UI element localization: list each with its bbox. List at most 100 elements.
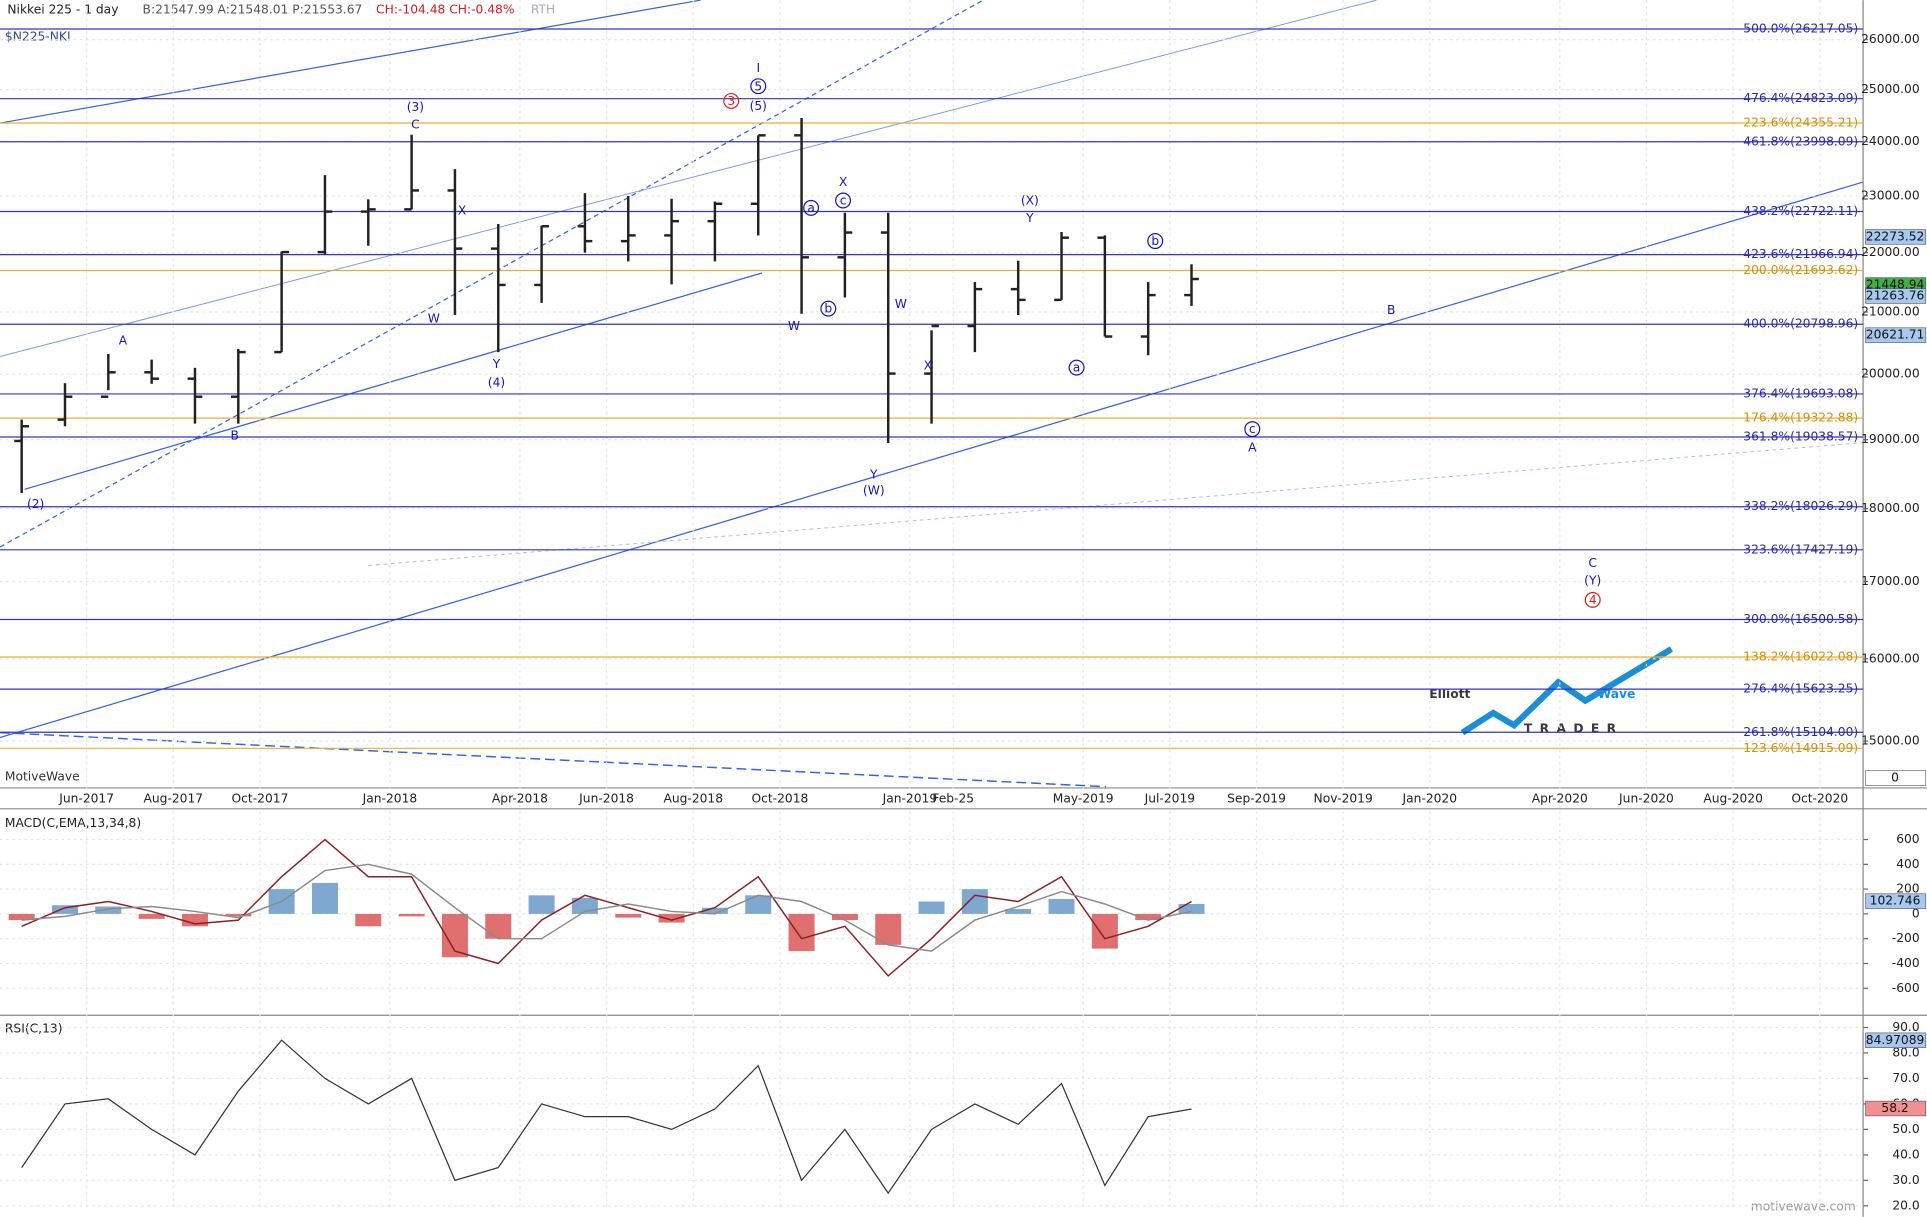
y-tick-label: 200 [1896, 882, 1919, 896]
x-tick-label: Jan-2018 [362, 791, 418, 805]
y-tick-label: 400 [1896, 857, 1919, 871]
y-tick-label: 70.0 [1892, 1071, 1919, 1085]
fib-level-label: 138.2%(16022.08) [1743, 650, 1858, 664]
y-tick-label: -600 [1892, 981, 1920, 995]
x-tick-label: Aug-2020 [1703, 791, 1763, 805]
price-tag [1865, 229, 1927, 245]
histogram-bar [1005, 908, 1032, 914]
wave-circle [750, 78, 767, 95]
histogram-bar [701, 907, 728, 914]
logo: Elliott Wave TRADER [1429, 646, 1673, 735]
macd-line [21, 838, 1192, 977]
wave-label: Y [1025, 211, 1034, 225]
wave-label: B [1387, 303, 1395, 317]
wave-label: W [788, 319, 800, 333]
histogram-bar [831, 913, 858, 921]
wave-label: B [231, 428, 239, 442]
logo-word: Elliott [1429, 687, 1470, 701]
price-tag [1865, 288, 1927, 304]
histogram-bar [658, 913, 685, 923]
wave-label: c [1249, 422, 1256, 436]
wave-label: (3) [407, 100, 424, 114]
histogram-bar [961, 889, 988, 914]
y-tick-label: 23000.00 [1861, 188, 1920, 202]
wave-label: (X) [1021, 194, 1039, 208]
y-tick-label: 20000.00 [1861, 367, 1920, 381]
fib-level-label: 123.6%(14915.09) [1743, 741, 1858, 755]
wave-label: 3 [727, 94, 735, 108]
fib-level-label: 276.4%(15623.25) [1743, 682, 1858, 696]
x-tick-label: Jul-2019 [1144, 791, 1195, 805]
y-tick-label: 600 [1896, 832, 1919, 846]
wave-label: C [1588, 556, 1597, 570]
wave-label: c [840, 194, 847, 208]
brand: MotiveWave [5, 769, 80, 783]
histogram-bar [485, 913, 512, 939]
wave-label: I [756, 61, 760, 75]
y-tick-label: -400 [1892, 956, 1920, 970]
wave-circle [803, 199, 820, 216]
wave-label: (W) [863, 484, 885, 498]
x-tick-label: Feb-25 [932, 791, 974, 805]
pane-title: RSI(C,13) [5, 1021, 63, 1035]
price-tag [1865, 893, 1927, 909]
histogram-bar [1178, 903, 1205, 914]
wave-label: (Y) [1584, 573, 1601, 587]
price-tag [1865, 327, 1927, 343]
histogram-bar [225, 913, 252, 917]
y-tick-label: -200 [1892, 931, 1920, 945]
y-tick-label: 24000.00 [1861, 134, 1920, 148]
x-tick-label: Apr-2020 [1532, 791, 1588, 805]
wave-label: b [824, 302, 832, 316]
wave-label: (2) [27, 497, 44, 511]
price-tag-label: 22273.52 [1866, 229, 1925, 243]
x-tick-label: Jan-2020 [1402, 791, 1458, 805]
histogram-bar [745, 895, 772, 914]
header-quote: B:21547.99 A:21548.01 P:21553.67 [143, 2, 363, 16]
wave-label: (5) [750, 99, 767, 113]
price-tag-label: 20621.71 [1866, 328, 1925, 342]
histogram-bar [615, 913, 642, 918]
price-tag-label: 102.746 [1870, 894, 1921, 908]
fib-level-label: 476.4%(24823.09) [1743, 91, 1858, 105]
y-tick-label: 40.0 [1892, 1147, 1919, 1161]
wave-label: (4) [488, 375, 505, 389]
fib-level-label: 261.8%(15104.00) [1743, 725, 1858, 739]
wave-label: 5 [754, 79, 762, 93]
logo-word: TRADER [1524, 721, 1624, 735]
x-tick-label: May-2019 [1053, 791, 1114, 805]
wave-label: Y [869, 468, 878, 482]
header-title: Nikkei 225 - 1 day [7, 2, 118, 16]
fib-level-label: 361.8%(19038.57) [1743, 430, 1858, 444]
histogram-bar [1135, 913, 1162, 921]
histogram-bar [8, 913, 35, 921]
header-session: RTH [531, 2, 555, 16]
histogram-bar [95, 906, 122, 914]
wave-circle [820, 300, 837, 317]
x-tick-label: Oct-2020 [1791, 791, 1848, 805]
x-tick-label: Nov-2019 [1314, 791, 1373, 805]
wave-label: b [1151, 234, 1159, 248]
y-tick-label: 90.0 [1892, 1020, 1919, 1034]
y-tick-label: 16000.00 [1861, 651, 1920, 665]
trend-lines [0, 0, 1864, 788]
histogram-bar [1091, 913, 1118, 949]
macd-line [21, 863, 1192, 952]
y-tick-label: 30.0 [1892, 1173, 1919, 1187]
fib-level-label: 438.2%(22722.11) [1743, 204, 1858, 218]
price-tag-label: 58.2 [1881, 1101, 1908, 1115]
histogram-bar [398, 913, 425, 917]
fib-level-label: 461.8%(23998.09) [1743, 134, 1858, 148]
y-tick-label: 15000.00 [1861, 734, 1920, 748]
price-tag [1865, 770, 1927, 786]
rsi-line [21, 1039, 1192, 1195]
wave-label: X [839, 175, 848, 189]
price-tag [1865, 1032, 1927, 1048]
histogram-bar [311, 882, 338, 914]
x-tick-label: Jun-2017 [58, 791, 114, 805]
y-tick-label: 21000.00 [1861, 304, 1920, 318]
x-tick-label: Oct-2017 [232, 791, 289, 805]
wave-label: W [895, 297, 907, 311]
x-tick-label: Aug-2018 [663, 791, 723, 805]
